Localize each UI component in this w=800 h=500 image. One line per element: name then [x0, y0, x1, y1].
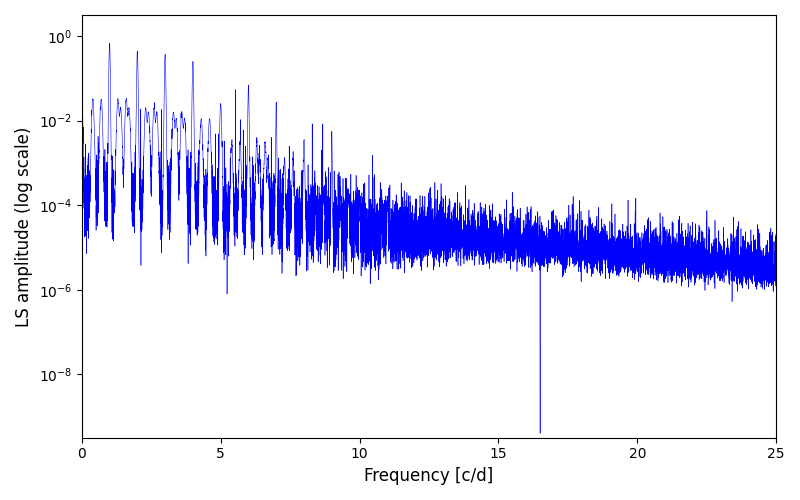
X-axis label: Frequency [c/d]: Frequency [c/d] [364, 467, 494, 485]
Y-axis label: LS amplitude (log scale): LS amplitude (log scale) [15, 126, 33, 326]
